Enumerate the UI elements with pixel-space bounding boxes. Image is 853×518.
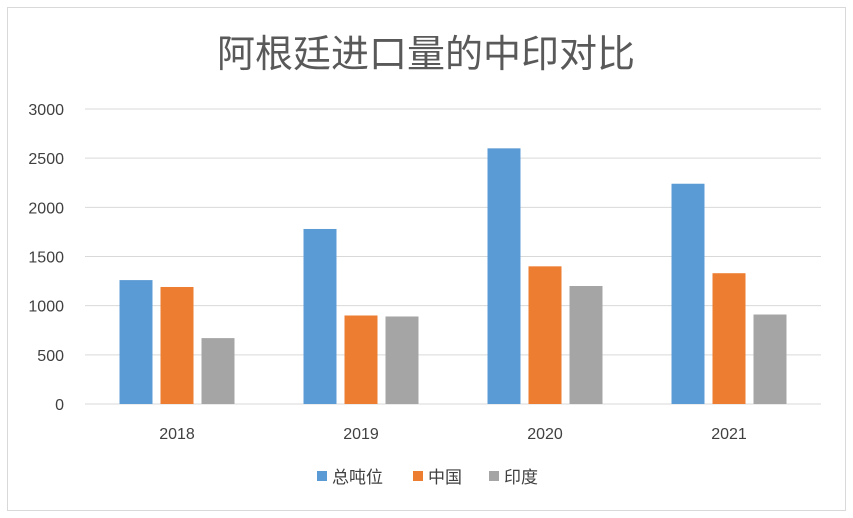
- bar-0-2: [487, 148, 521, 404]
- legend-label: 中国: [428, 468, 462, 488]
- chart-title: 阿根廷进口量的中印对比: [217, 32, 635, 76]
- x-tick-label: 2019: [343, 426, 379, 443]
- bar-0-0: [119, 280, 153, 404]
- legend-swatch: [317, 471, 327, 481]
- y-tick-label: 500: [37, 348, 64, 365]
- y-tick-label: 2500: [28, 151, 64, 168]
- bar-0-3: [671, 183, 705, 404]
- y-axis-ticks: 0 500 1000 1500 2000 2500 3000: [28, 102, 64, 414]
- bar-2-2: [569, 286, 603, 404]
- bar-1-0: [160, 286, 194, 404]
- y-tick-label: 0: [55, 397, 64, 414]
- x-tick-label: 2018: [159, 426, 195, 443]
- bar-1-1: [344, 315, 378, 404]
- y-tick-label: 3000: [28, 102, 64, 119]
- gridlines: [85, 108, 821, 405]
- bars: [119, 148, 787, 404]
- x-tick-label: 2020: [527, 426, 563, 443]
- x-axis-ticks: 2018 2019 2020 2021: [159, 426, 747, 443]
- legend-swatch: [489, 471, 499, 481]
- legend-label: 印度: [504, 468, 538, 488]
- legend-label: 总吨位: [332, 468, 383, 488]
- bar-2-1: [385, 316, 419, 404]
- legend-swatch: [413, 471, 423, 481]
- x-tick-label: 2021: [711, 426, 747, 443]
- bar-0-1: [303, 228, 337, 404]
- y-tick-label: 1500: [28, 250, 64, 267]
- bar-1-3: [712, 273, 746, 404]
- y-tick-label: 2000: [28, 200, 64, 217]
- bar-2-3: [753, 314, 787, 404]
- chart-frame: [7, 7, 846, 511]
- bar-1-2: [528, 266, 562, 404]
- bar-2-0: [201, 338, 235, 404]
- y-tick-label: 1000: [28, 299, 64, 316]
- legend: 总吨位 中国 印度: [317, 468, 538, 488]
